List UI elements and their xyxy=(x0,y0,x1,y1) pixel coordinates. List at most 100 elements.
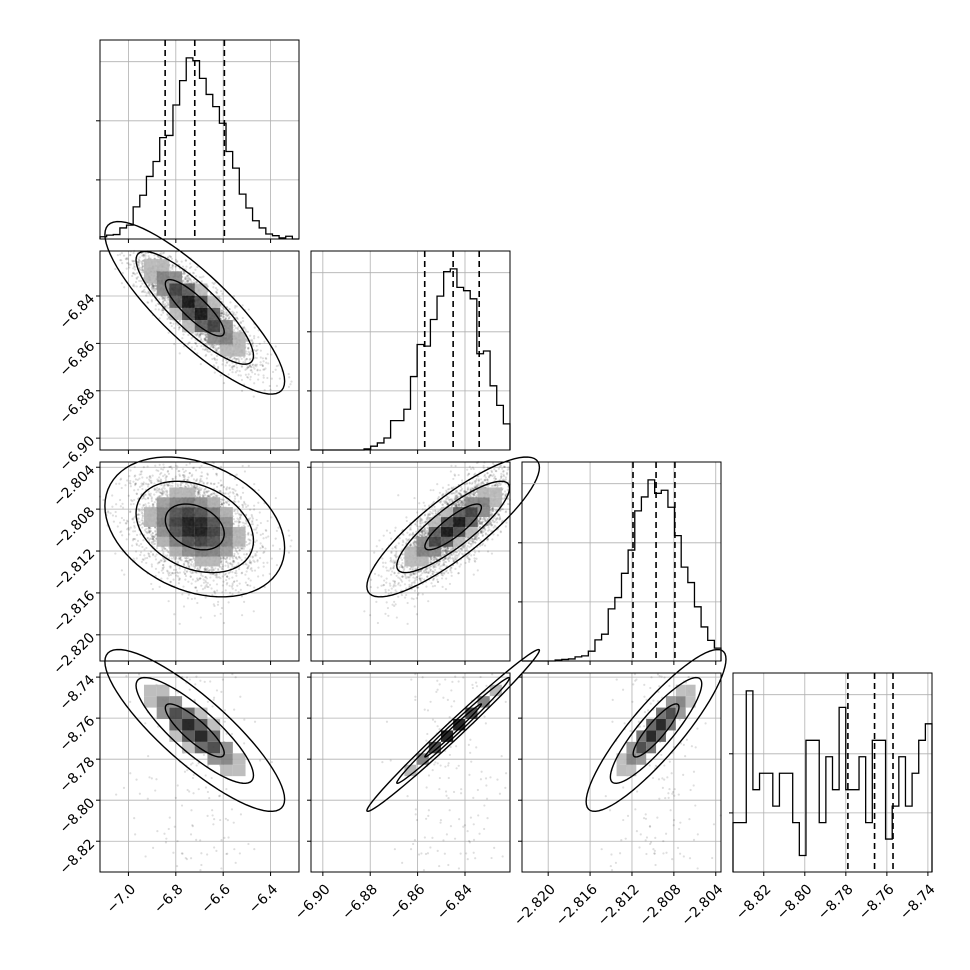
sample-point xyxy=(121,271,124,275)
sample-point xyxy=(225,361,228,364)
sample-point xyxy=(219,315,223,318)
panel-frame xyxy=(99,39,300,240)
sample-point xyxy=(229,301,232,304)
sample-point xyxy=(213,357,216,360)
sample-point xyxy=(201,340,204,343)
sample-point xyxy=(152,284,155,288)
sample-point xyxy=(275,564,279,567)
sample-point xyxy=(187,341,190,344)
sample-point xyxy=(235,316,238,319)
sample-point xyxy=(156,255,159,258)
panel-1-1 xyxy=(307,250,511,454)
sample-point xyxy=(239,329,243,332)
sample-point xyxy=(213,371,216,374)
sample-point xyxy=(151,283,155,286)
sample-point xyxy=(266,561,269,564)
sample-point xyxy=(232,319,235,322)
sample-point xyxy=(123,286,126,289)
sample-point xyxy=(182,279,185,282)
sample-point xyxy=(118,482,121,485)
sample-point xyxy=(253,337,256,340)
sample-point xyxy=(153,284,156,288)
sample-point xyxy=(200,584,203,587)
sample-point xyxy=(140,266,143,269)
sample-point xyxy=(221,584,224,587)
sample-point xyxy=(141,290,144,293)
sample-point xyxy=(231,587,234,590)
sample-point xyxy=(187,280,190,283)
density-cell xyxy=(220,344,233,357)
sample-point xyxy=(131,272,135,275)
sample-point xyxy=(147,301,150,304)
sample-point xyxy=(129,469,132,472)
sample-point xyxy=(137,258,140,261)
sample-point xyxy=(233,365,236,368)
sample-point xyxy=(239,588,242,591)
sample-point xyxy=(220,312,223,315)
sample-point xyxy=(187,580,190,583)
panel-2-0: −2.820−2.816−2.812−2.808−2.804 xyxy=(50,456,300,678)
sample-point xyxy=(128,263,131,266)
sample-point xyxy=(240,378,244,382)
sample-point xyxy=(199,332,202,335)
sample-point xyxy=(193,348,197,351)
sample-point xyxy=(157,308,160,311)
sample-point xyxy=(125,267,128,270)
sample-point xyxy=(247,531,250,534)
sample-point xyxy=(262,374,265,377)
sample-point xyxy=(189,278,192,281)
sample-point xyxy=(158,463,161,466)
sample-point xyxy=(266,353,269,356)
sample-point xyxy=(195,589,199,592)
sample-point xyxy=(247,346,250,349)
sample-point xyxy=(233,357,236,360)
sample-point xyxy=(166,304,169,307)
sample-point xyxy=(141,264,144,267)
density-cell xyxy=(143,271,157,284)
sample-point xyxy=(235,305,238,308)
sample-point xyxy=(165,301,169,304)
sample-point xyxy=(166,298,169,301)
sample-point xyxy=(235,483,238,487)
sample-point xyxy=(172,578,175,581)
sample-point xyxy=(184,259,188,262)
sample-point xyxy=(224,318,227,321)
sample-point xyxy=(143,253,146,256)
sample-point xyxy=(231,365,234,368)
density-cell xyxy=(156,259,170,272)
sample-point xyxy=(235,574,238,577)
sample-point xyxy=(141,487,144,491)
sample-point xyxy=(120,251,124,255)
sample-point xyxy=(223,307,226,310)
sample-point xyxy=(214,287,218,290)
sample-point xyxy=(186,274,189,278)
sample-point xyxy=(262,561,265,564)
sample-point xyxy=(205,334,208,338)
sample-point xyxy=(253,335,256,338)
sample-point xyxy=(248,351,251,354)
sample-point xyxy=(211,281,214,284)
sample-point xyxy=(169,266,172,269)
sample-point xyxy=(169,322,172,325)
sample-point xyxy=(142,466,145,469)
sample-point xyxy=(186,274,189,277)
sample-point xyxy=(161,252,165,255)
sample-point xyxy=(114,510,117,514)
sample-point xyxy=(166,550,170,554)
sample-point xyxy=(178,352,181,355)
sample-point xyxy=(186,343,190,346)
sample-point xyxy=(150,284,153,287)
sample-point xyxy=(150,287,153,290)
sample-point xyxy=(166,295,170,299)
sample-point xyxy=(174,464,178,467)
sample-point xyxy=(160,309,163,312)
sample-point xyxy=(247,524,250,528)
sample-point xyxy=(144,291,147,294)
sample-point xyxy=(162,463,165,466)
density-cell xyxy=(194,307,208,321)
sample-point xyxy=(258,369,262,372)
sample-point xyxy=(151,553,155,556)
sample-point xyxy=(217,347,220,350)
sample-point xyxy=(160,252,163,256)
sample-point xyxy=(224,317,228,321)
